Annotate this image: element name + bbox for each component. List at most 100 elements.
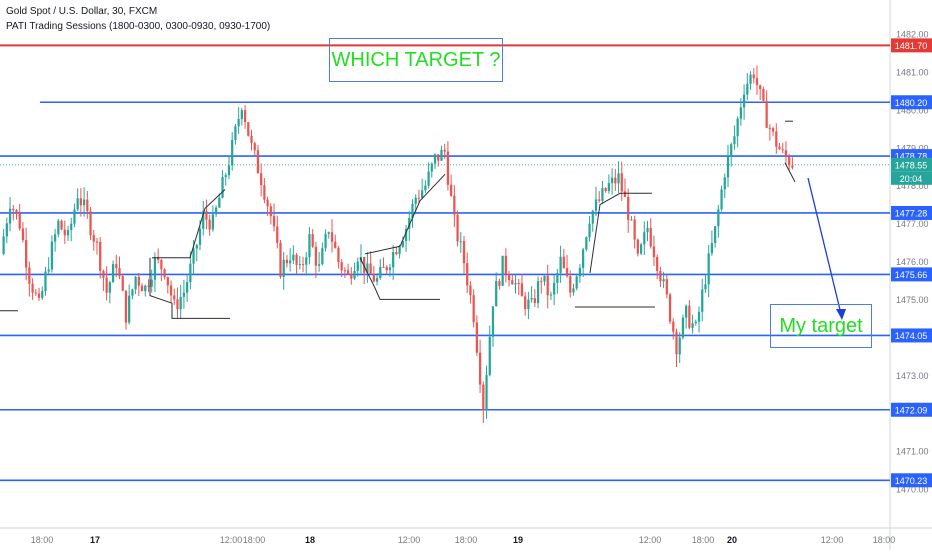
my-target-annotation[interactable]: My target (770, 304, 872, 348)
x-tick-label: 18:00 (873, 535, 896, 545)
candle-body (398, 246, 401, 255)
x-tick-label: 18 (305, 535, 315, 545)
candle-body (346, 270, 350, 274)
candle-body (601, 188, 604, 201)
price-level-tag-text: 1474.05 (895, 331, 928, 341)
candle-body (752, 74, 755, 79)
candle-body (485, 375, 488, 411)
candle-body (598, 199, 601, 201)
candle-body (86, 199, 89, 212)
candle-body (15, 210, 18, 214)
price-level-tag[interactable] (891, 328, 932, 343)
candle-body (324, 233, 327, 249)
x-tick-label: 18:00 (243, 535, 266, 545)
candle-body (771, 128, 775, 132)
y-tick-label: 1473.00 (896, 371, 929, 381)
y-tick-label: 1478.00 (896, 181, 929, 191)
price-level-tag[interactable] (891, 473, 932, 488)
candle-body (111, 264, 115, 283)
candle-body (401, 241, 404, 247)
y-tick-label: 1470.00 (896, 485, 929, 495)
candle-body (166, 276, 169, 286)
price-level-tag[interactable] (891, 402, 932, 417)
session-trace (364, 173, 446, 255)
countdown-tag (891, 171, 932, 185)
candle-body (408, 218, 411, 230)
candle-body (511, 280, 514, 285)
candle-body (762, 89, 765, 101)
candle-body (749, 74, 752, 84)
candle-body (414, 197, 417, 204)
target-arrow-line (807, 177, 843, 319)
candle-body (656, 257, 659, 271)
price-level-tag[interactable] (891, 267, 932, 282)
candle-body (591, 210, 594, 224)
candle-body (272, 216, 276, 227)
candle-body (755, 78, 759, 86)
candle-body (781, 149, 784, 151)
candle-body (301, 264, 305, 266)
price-level-tag[interactable] (891, 205, 932, 220)
candle-body (636, 239, 639, 254)
candle-body (308, 234, 311, 258)
session-trace (149, 257, 230, 319)
candle-body (321, 248, 324, 265)
candle-body (150, 279, 153, 287)
which-target-annotation[interactable]: WHICH TARGET ? (329, 38, 503, 82)
last-price-tag[interactable] (891, 157, 932, 172)
candle-body (63, 229, 66, 236)
x-tick-label: 18:00 (31, 535, 54, 545)
candle-body (723, 177, 726, 190)
candle-body (340, 262, 343, 271)
target-arrow-head (836, 309, 846, 320)
candle-body (559, 256, 562, 273)
candle-body (639, 244, 643, 254)
x-tick-label: 20 (727, 535, 737, 545)
candle-body (124, 290, 128, 323)
candle-body (79, 198, 83, 206)
candle-body (115, 264, 118, 269)
session-trace (359, 257, 440, 300)
candle-body (160, 259, 163, 270)
candle-body (395, 252, 398, 255)
candle-body (327, 232, 330, 234)
candle-body (256, 150, 260, 174)
candle-body (66, 230, 70, 236)
candle-body (536, 281, 540, 304)
candle-body (533, 298, 536, 304)
candle-body (224, 175, 227, 177)
candle-body (530, 298, 533, 300)
candle-body (562, 256, 565, 269)
candle-body (543, 275, 546, 282)
candle-body (237, 118, 240, 127)
candle-body (427, 171, 430, 186)
price-level-tag[interactable] (891, 95, 932, 110)
candle-body (202, 211, 205, 229)
candle-body (276, 226, 279, 243)
candle-body (195, 244, 198, 249)
candle-body (60, 220, 63, 230)
session-trace (152, 189, 226, 259)
candle-body (211, 214, 215, 230)
candle-body (472, 295, 475, 323)
candle-body (588, 223, 591, 238)
candle-body (105, 277, 108, 293)
candle-body (366, 263, 369, 273)
candle-body (189, 263, 192, 283)
candle-body (456, 214, 459, 242)
candle-body (768, 127, 771, 129)
candle-body (95, 241, 99, 243)
candle-body (617, 173, 620, 184)
candle-body (28, 267, 31, 284)
which-target-text: WHICH TARGET ? (331, 49, 501, 71)
candle-body (298, 264, 301, 266)
candle-body (549, 294, 553, 296)
price-level-tag[interactable] (891, 38, 932, 53)
candle-body (21, 228, 25, 241)
candle-body (726, 155, 730, 178)
candle-body (784, 150, 788, 158)
candle-body (520, 283, 524, 297)
candle-body (694, 321, 697, 324)
